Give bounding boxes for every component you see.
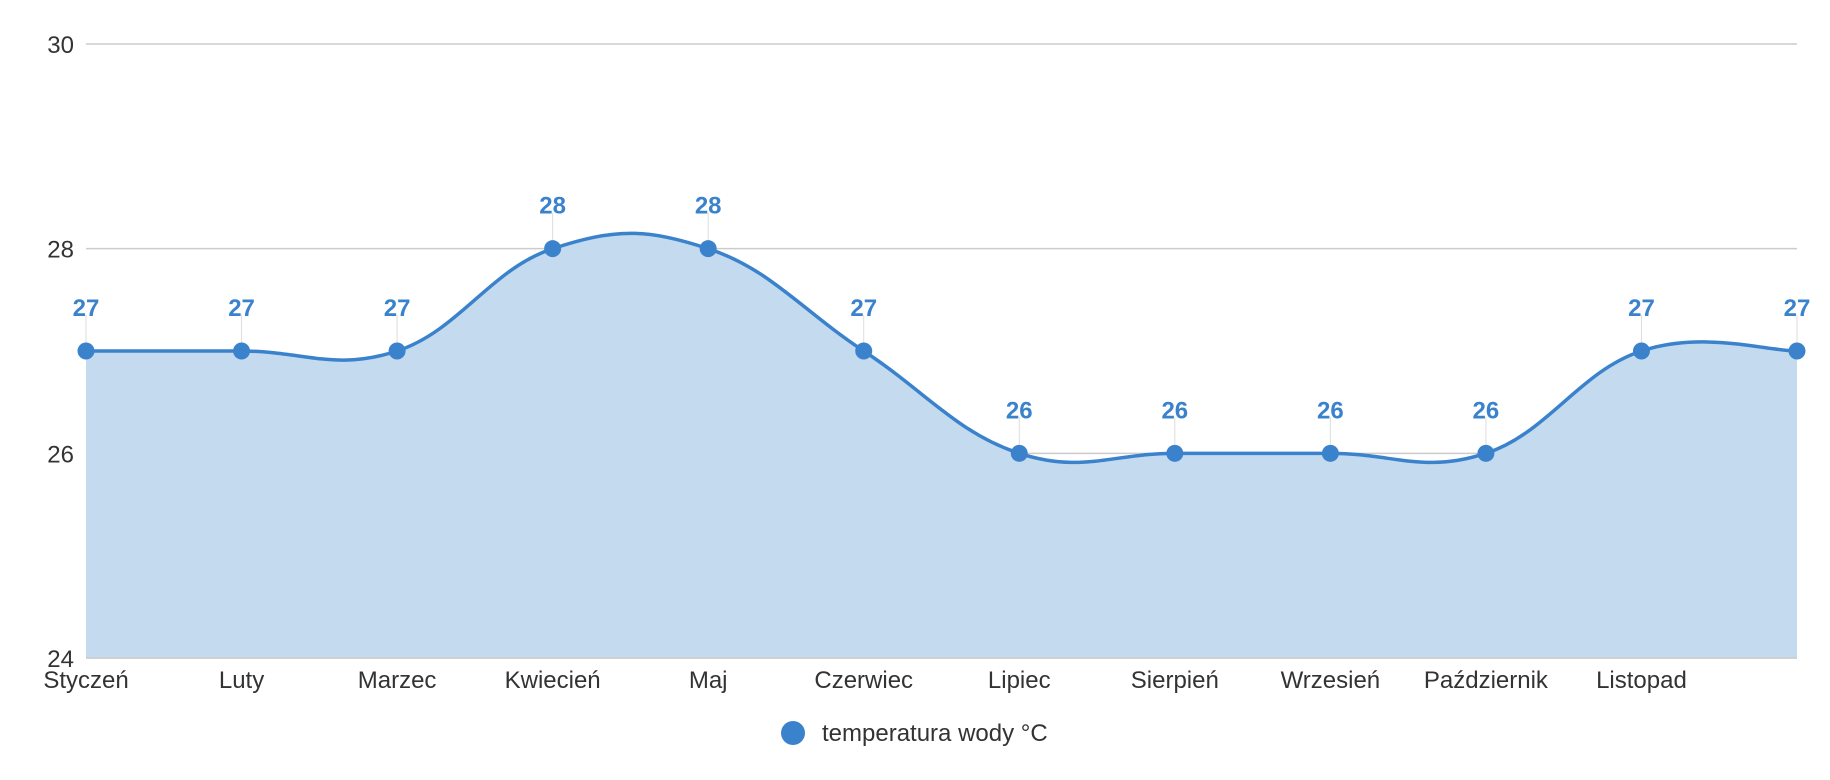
x-tick-label: Lipiec: [988, 667, 1051, 694]
data-point[interactable]: [1010, 444, 1028, 462]
data-label: 27: [1784, 295, 1811, 322]
legend-label[interactable]: temperatura wody °C: [822, 720, 1048, 747]
data-label: 27: [228, 295, 255, 322]
x-tick-label: Wrzesień: [1281, 667, 1381, 694]
data-label: 26: [1006, 397, 1033, 424]
x-tick-label: Maj: [689, 667, 728, 694]
data-label: 28: [695, 193, 722, 220]
data-point[interactable]: [699, 240, 717, 258]
data-point[interactable]: [1321, 444, 1339, 462]
x-tick-label: Czerwiec: [814, 667, 913, 694]
y-tick-label-28: 28: [47, 237, 74, 264]
series-area: [86, 233, 1797, 659]
x-tick-label: Sierpień: [1131, 667, 1219, 694]
data-label: 26: [1473, 397, 1500, 424]
x-tick-label: Październik: [1424, 667, 1549, 694]
data-point[interactable]: [855, 342, 873, 360]
x-tick-label: Kwiecień: [505, 667, 601, 694]
y-tick-label-30: 30: [47, 32, 74, 59]
data-label: 27: [73, 295, 100, 322]
x-tick-label: Styczeń: [43, 667, 128, 694]
y-tick-label-24: 24: [47, 646, 74, 673]
x-tick-label: Marzec: [358, 667, 437, 694]
axis-layer: Styczeń Luty Marzec Kwiecień Maj Czerwiec Lipi…: [43, 657, 1797, 694]
data-point[interactable]: [233, 342, 251, 360]
data-point[interactable]: [1632, 342, 1650, 360]
point-layer: [77, 212, 1806, 462]
x-tick-label: Luty: [219, 667, 264, 694]
data-label: 26: [1317, 397, 1344, 424]
data-point[interactable]: [1166, 444, 1184, 462]
data-point[interactable]: [77, 342, 95, 360]
data-label: 27: [1628, 295, 1655, 322]
data-point[interactable]: [1788, 342, 1806, 360]
data-label: 27: [850, 295, 877, 322]
data-label: 26: [1161, 397, 1188, 424]
area-layer: [86, 233, 1797, 659]
x-tick-label: Listopad: [1596, 667, 1687, 694]
data-label: 28: [539, 193, 566, 220]
data-label: 27: [384, 295, 411, 322]
label-layer: 27 27 27 28 28 27 26 26 26 26 27 27: [73, 193, 1811, 425]
legend-marker[interactable]: [781, 721, 805, 745]
y-tick-label-26: 26: [47, 441, 74, 468]
legend[interactable]: temperatura wody °C: [781, 720, 1048, 747]
data-point[interactable]: [544, 240, 562, 258]
data-point[interactable]: [388, 342, 406, 360]
data-point[interactable]: [1477, 444, 1495, 462]
